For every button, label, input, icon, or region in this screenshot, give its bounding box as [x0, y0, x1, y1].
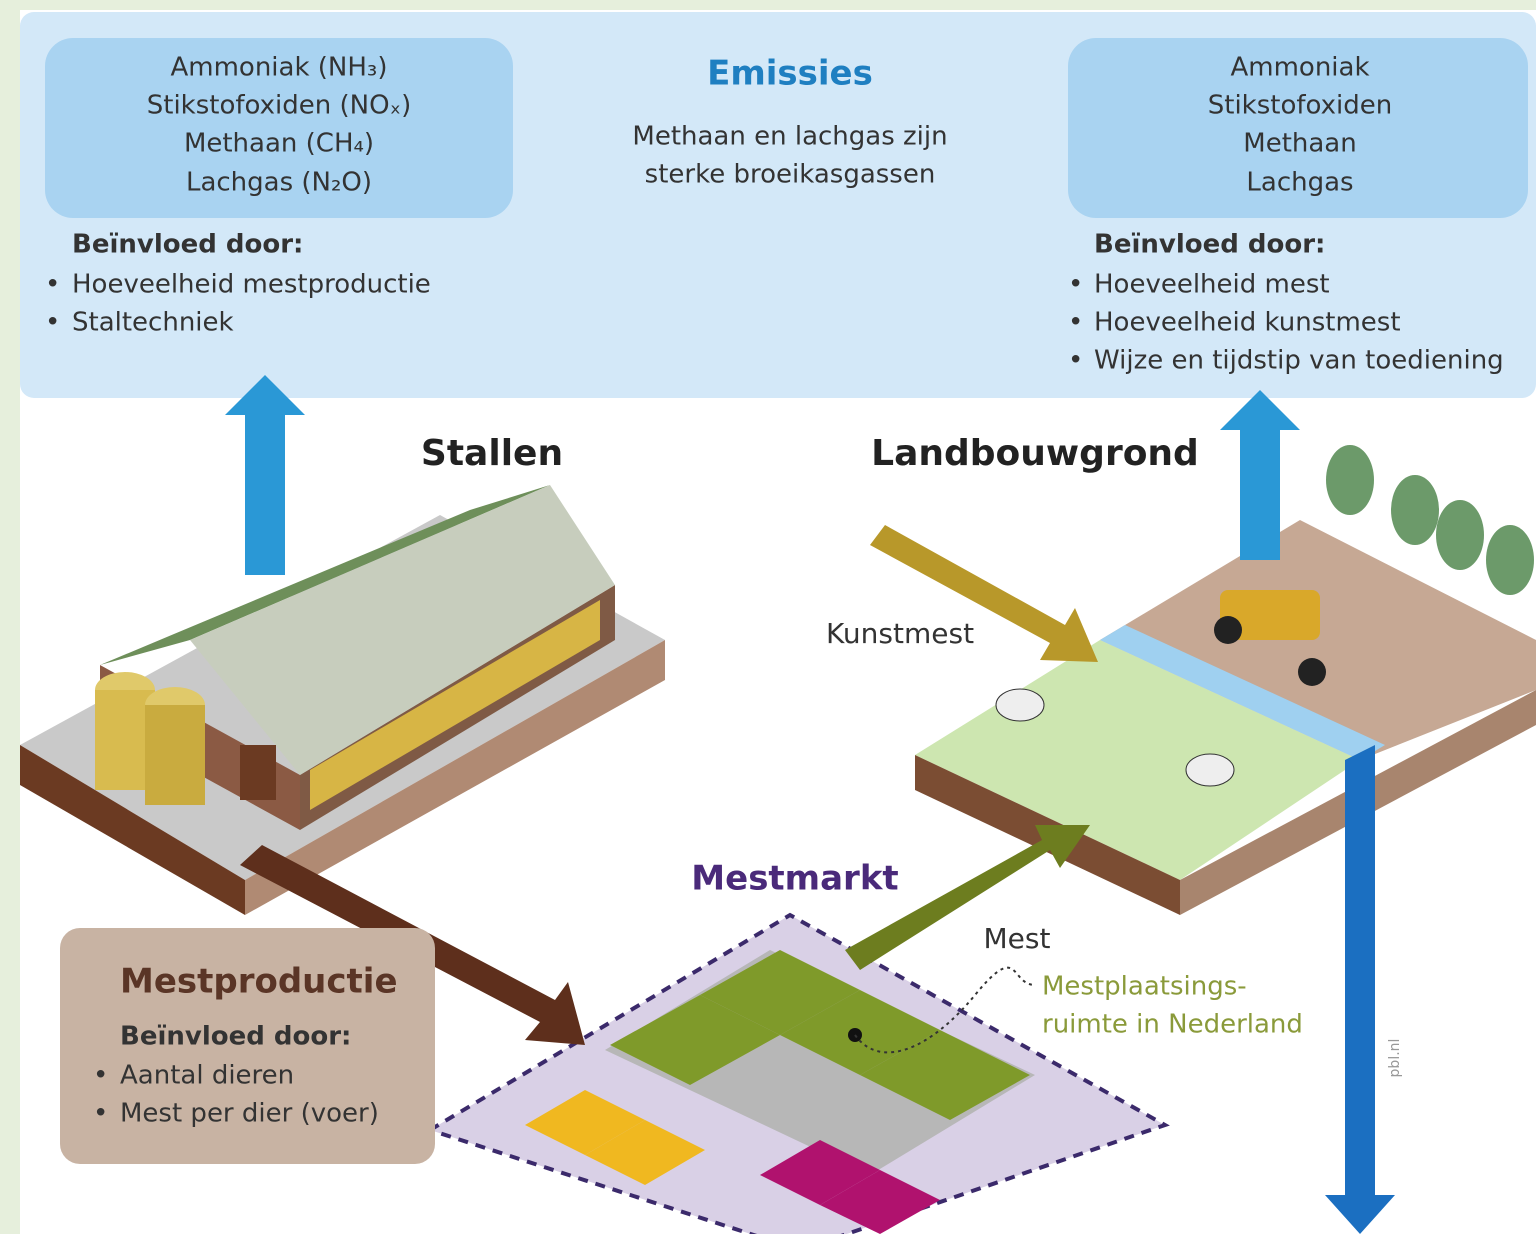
- emissions-subtitle: Methaan en lachgas zijn: [632, 122, 947, 152]
- production-box: [60, 928, 435, 1164]
- bullet: •: [45, 308, 60, 338]
- factor: Hoeveelheid mest: [1094, 270, 1330, 300]
- gas: Methaan (CH₄): [184, 129, 374, 159]
- emissions-subtitle: sterke broeikasgassen: [645, 160, 936, 190]
- gas: Ammoniak: [1230, 53, 1369, 83]
- gas: Stikstofoxiden: [1208, 91, 1392, 121]
- factor: Wijze en tijdstip van toediening: [1094, 346, 1504, 376]
- label: ruimte in Nederland: [1042, 1010, 1303, 1040]
- label: Mestmarkt: [691, 859, 898, 899]
- factor: Staltechniek: [72, 308, 234, 338]
- gas-box-right: [1068, 38, 1528, 218]
- arrow-mest: [845, 825, 1090, 970]
- label: Stallen: [421, 433, 563, 474]
- production-title: Mestproductie: [120, 962, 398, 1002]
- arrow-up: [1220, 390, 1300, 560]
- gas: Stikstofoxiden (NOₓ): [147, 91, 411, 121]
- arrow-up: [225, 375, 305, 575]
- gas: Lachgas (N₂O): [186, 168, 372, 198]
- arrow-down: [1325, 745, 1395, 1234]
- bullet: •: [93, 1061, 108, 1091]
- barn: [20, 485, 665, 915]
- bullet: •: [1068, 270, 1083, 300]
- source: pbl.nl: [1387, 1039, 1403, 1078]
- factor: Mest per dier (voer): [120, 1099, 379, 1129]
- factor: Aantal dieren: [120, 1061, 294, 1091]
- bullet: •: [93, 1099, 108, 1129]
- emissions-title: Emissies: [707, 54, 873, 94]
- gas: Ammoniak (NH₃): [170, 53, 387, 83]
- bullet: •: [1068, 308, 1083, 338]
- label: Landbouwgrond: [871, 433, 1199, 474]
- label: Mest: [984, 922, 1051, 955]
- bullet: •: [1068, 346, 1083, 376]
- manure-market: [425, 912, 1170, 1234]
- factor: Hoeveelheid mestproductie: [72, 270, 431, 300]
- gas-box-left: [45, 38, 513, 218]
- bullet: •: [45, 270, 60, 300]
- influence-heading: Beïnvloed door:: [1094, 230, 1325, 260]
- gas: Methaan: [1243, 129, 1356, 159]
- influence-heading: Beïnvloed door:: [120, 1022, 351, 1052]
- influence-heading: Beïnvloed door:: [72, 230, 303, 260]
- arrow-kunstmest: [870, 525, 1098, 662]
- gas: Lachgas: [1246, 168, 1353, 198]
- label: Mestplaatsings-: [1042, 972, 1247, 1002]
- label: Kunstmest: [826, 617, 974, 650]
- factor: Hoeveelheid kunstmest: [1094, 308, 1401, 338]
